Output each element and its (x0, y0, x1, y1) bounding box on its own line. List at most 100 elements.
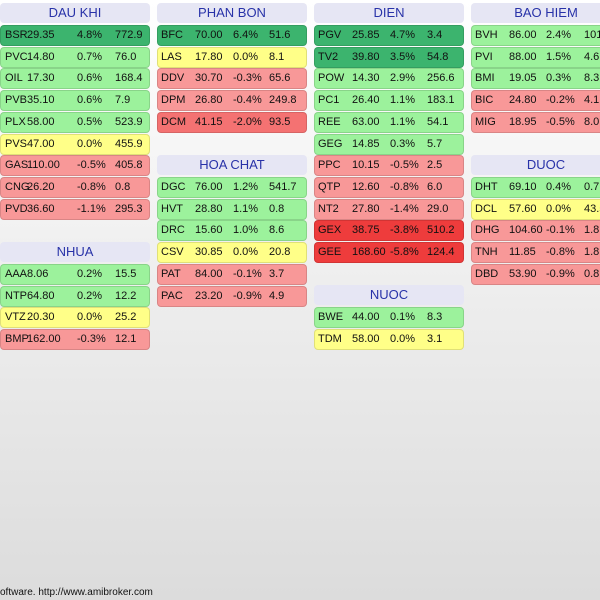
ticker: PVI (475, 50, 493, 63)
volume: 510.2 (427, 224, 455, 237)
volume: 0.8 (584, 267, 600, 280)
group-header: BAO HIEM (471, 3, 600, 23)
stock-row: PVC 14.80 0.7% 76.0 (0, 46, 150, 68)
stock-row: DRC 15.60 1.0% 8.6 (157, 220, 307, 242)
ticker: CNG (5, 180, 30, 193)
stock-row: NTP 64.80 0.2% 12.2 (0, 285, 150, 307)
group-header: DAU KHI (0, 3, 150, 23)
change: -0.5% (546, 115, 575, 128)
price: 18.95 (509, 115, 537, 128)
volume: 4.6 (584, 50, 600, 63)
change: 6.4% (233, 29, 259, 41)
price: 28.80 (195, 202, 223, 215)
change: 0.4% (546, 181, 572, 193)
change: 0.6% (77, 72, 103, 85)
price: 110.00 (27, 159, 60, 172)
volume: 54.1 (427, 115, 449, 128)
stock-row: BMI 19.05 0.3% 8.3 (471, 68, 600, 90)
price: 44.00 (352, 311, 380, 323)
change: -2.0% (233, 115, 262, 128)
change: 0.7% (77, 50, 103, 63)
volume: 29.0 (427, 202, 449, 215)
ticker: CSV (161, 246, 184, 259)
price: 63.00 (352, 115, 380, 128)
price: 39.80 (352, 50, 380, 63)
volume: 772.9 (115, 29, 143, 41)
ticker: DCM (161, 115, 187, 128)
change: 0.0% (233, 50, 259, 63)
price: 26.20 (27, 180, 55, 193)
volume: 249.8 (269, 94, 297, 107)
ticker: TDM (318, 332, 342, 345)
volume: 124.4 (427, 246, 455, 258)
volume: 4.1 (584, 94, 600, 107)
stock-row: PVB 35.10 0.6% 7.9 (0, 90, 150, 112)
stock-row: PVD 36.60 -1.1% 295.3 (0, 198, 150, 220)
change: 0.0% (77, 311, 103, 324)
volume: 0.8 (115, 180, 131, 193)
change: -5.8% (390, 246, 419, 258)
change: 1.1% (390, 115, 416, 128)
stock-row: BSR 29.35 4.8% 772.9 (0, 25, 150, 46)
ticker: GEX (318, 224, 342, 237)
price: 15.60 (195, 224, 223, 237)
change: 0.1% (390, 311, 416, 323)
change: 1.2% (233, 181, 259, 193)
volume: 295.3 (115, 202, 143, 215)
change: -0.3% (77, 333, 106, 346)
stock-row: TDM 58.00 0.0% 3.1 (314, 328, 464, 350)
ticker: TNH (475, 246, 498, 259)
change: 1.1% (233, 202, 259, 215)
price: 20.30 (27, 311, 55, 324)
change: 0.0% (77, 137, 103, 150)
price: 8.06 (27, 268, 49, 280)
price: 26.40 (352, 94, 380, 107)
volume: 6.0 (427, 180, 443, 193)
change: 4.7% (390, 29, 416, 41)
price: 57.60 (509, 202, 537, 215)
stock-row: NT2 27.80 -1.4% 29.0 (314, 198, 464, 220)
stock-row: PVS 47.00 0.0% 455.9 (0, 133, 150, 155)
volume: 8.0 (584, 115, 600, 128)
change: 0.2% (77, 289, 103, 302)
volume: 76.0 (115, 50, 137, 63)
price: 24.80 (509, 94, 537, 107)
price: 27.80 (352, 202, 380, 215)
price: 58.00 (352, 332, 380, 345)
ticker: LAS (161, 50, 182, 63)
change: 0.3% (546, 72, 572, 85)
change: 2.9% (390, 72, 416, 85)
price: 14.30 (352, 72, 380, 85)
volume: 405.8 (115, 159, 143, 172)
ticker: PPC (318, 159, 341, 172)
volume: 4.9 (269, 289, 285, 302)
stock-row: PGV 25.85 4.7% 3.4 (314, 25, 464, 46)
price: 38.75 (352, 224, 380, 237)
stock-row: DBD 53.90 -0.9% 0.8 (471, 263, 600, 285)
change: 0.0% (546, 202, 572, 215)
group-header: NHUA (0, 242, 150, 262)
volume: 523.9 (115, 115, 143, 128)
volume: 0.7 (584, 181, 600, 193)
ticker: POW (318, 72, 345, 85)
stock-row: QTP 12.60 -0.8% 6.0 (314, 176, 464, 198)
price: 11.85 (509, 246, 536, 259)
volume: 3.1 (427, 332, 443, 345)
ticker: PVC (5, 50, 28, 63)
volume: 8.6 (269, 224, 285, 237)
change: -0.2% (546, 94, 575, 107)
group-header: DUOC (471, 155, 600, 175)
stock-row: DHG 104.60 -0.1% 1.8 (471, 220, 600, 242)
ticker: DRC (161, 224, 185, 237)
stock-row: REE 63.00 1.1% 54.1 (314, 111, 464, 133)
volume: 0.8 (269, 202, 285, 215)
change: -1.1% (77, 202, 106, 215)
stock-row: PPC 10.15 -0.5% 2.5 (314, 155, 464, 177)
stock-row: TV2 39.80 3.5% 54.8 (314, 46, 464, 68)
change: -0.8% (546, 246, 575, 259)
ticker: MIG (475, 115, 496, 128)
ticker: BVH (475, 29, 498, 41)
stock-row: MIG 18.95 -0.5% 8.0 (471, 111, 600, 133)
volume: 541.7 (269, 181, 297, 193)
